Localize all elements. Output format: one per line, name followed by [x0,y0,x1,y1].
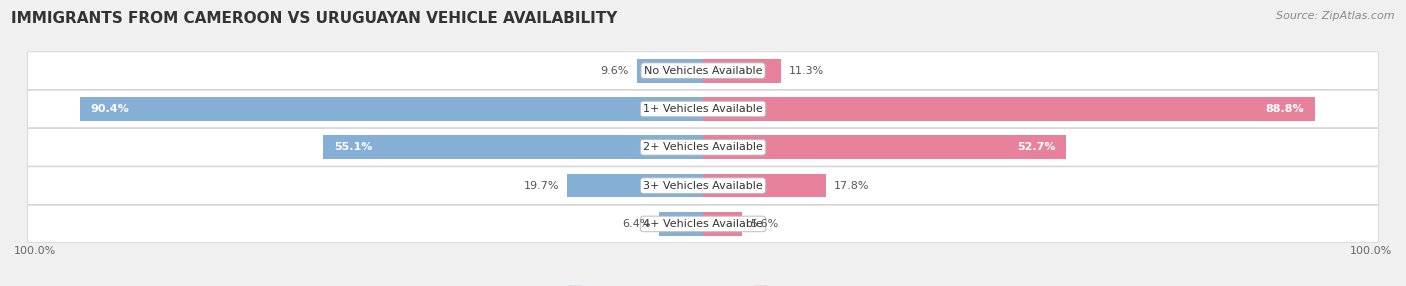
Text: IMMIGRANTS FROM CAMEROON VS URUGUAYAN VEHICLE AVAILABILITY: IMMIGRANTS FROM CAMEROON VS URUGUAYAN VE… [11,11,617,26]
Bar [323,135,703,159]
Text: No Vehicles Available: No Vehicles Available [644,66,762,76]
Text: 88.8%: 88.8% [1265,104,1305,114]
Text: 5.6%: 5.6% [749,219,778,229]
Text: 90.4%: 90.4% [90,104,129,114]
Bar [703,97,1315,121]
Text: 55.1%: 55.1% [333,142,373,152]
FancyBboxPatch shape [28,90,1378,128]
FancyBboxPatch shape [28,128,1378,166]
Text: 17.8%: 17.8% [834,181,869,190]
Text: 100.0%: 100.0% [1350,246,1392,256]
Text: 52.7%: 52.7% [1017,142,1056,152]
Text: 19.7%: 19.7% [523,181,560,190]
Text: 6.4%: 6.4% [623,219,651,229]
Text: 3+ Vehicles Available: 3+ Vehicles Available [643,181,763,190]
Bar [637,59,703,83]
FancyBboxPatch shape [28,52,1378,90]
Text: 1+ Vehicles Available: 1+ Vehicles Available [643,104,763,114]
Text: 4+ Vehicles Available: 4+ Vehicles Available [643,219,763,229]
Text: 2+ Vehicles Available: 2+ Vehicles Available [643,142,763,152]
FancyBboxPatch shape [28,205,1378,243]
Bar [703,59,780,83]
Bar [703,174,825,198]
Bar [567,174,703,198]
Text: 11.3%: 11.3% [789,66,824,76]
Bar [80,97,703,121]
FancyBboxPatch shape [28,167,1378,204]
Bar [703,135,1066,159]
Bar [659,212,703,236]
Text: Source: ZipAtlas.com: Source: ZipAtlas.com [1277,11,1395,21]
Bar [703,212,741,236]
Text: 9.6%: 9.6% [600,66,628,76]
Text: 100.0%: 100.0% [14,246,56,256]
Legend: Immigrants from Cameroon, Uruguayan: Immigrants from Cameroon, Uruguayan [567,284,839,286]
